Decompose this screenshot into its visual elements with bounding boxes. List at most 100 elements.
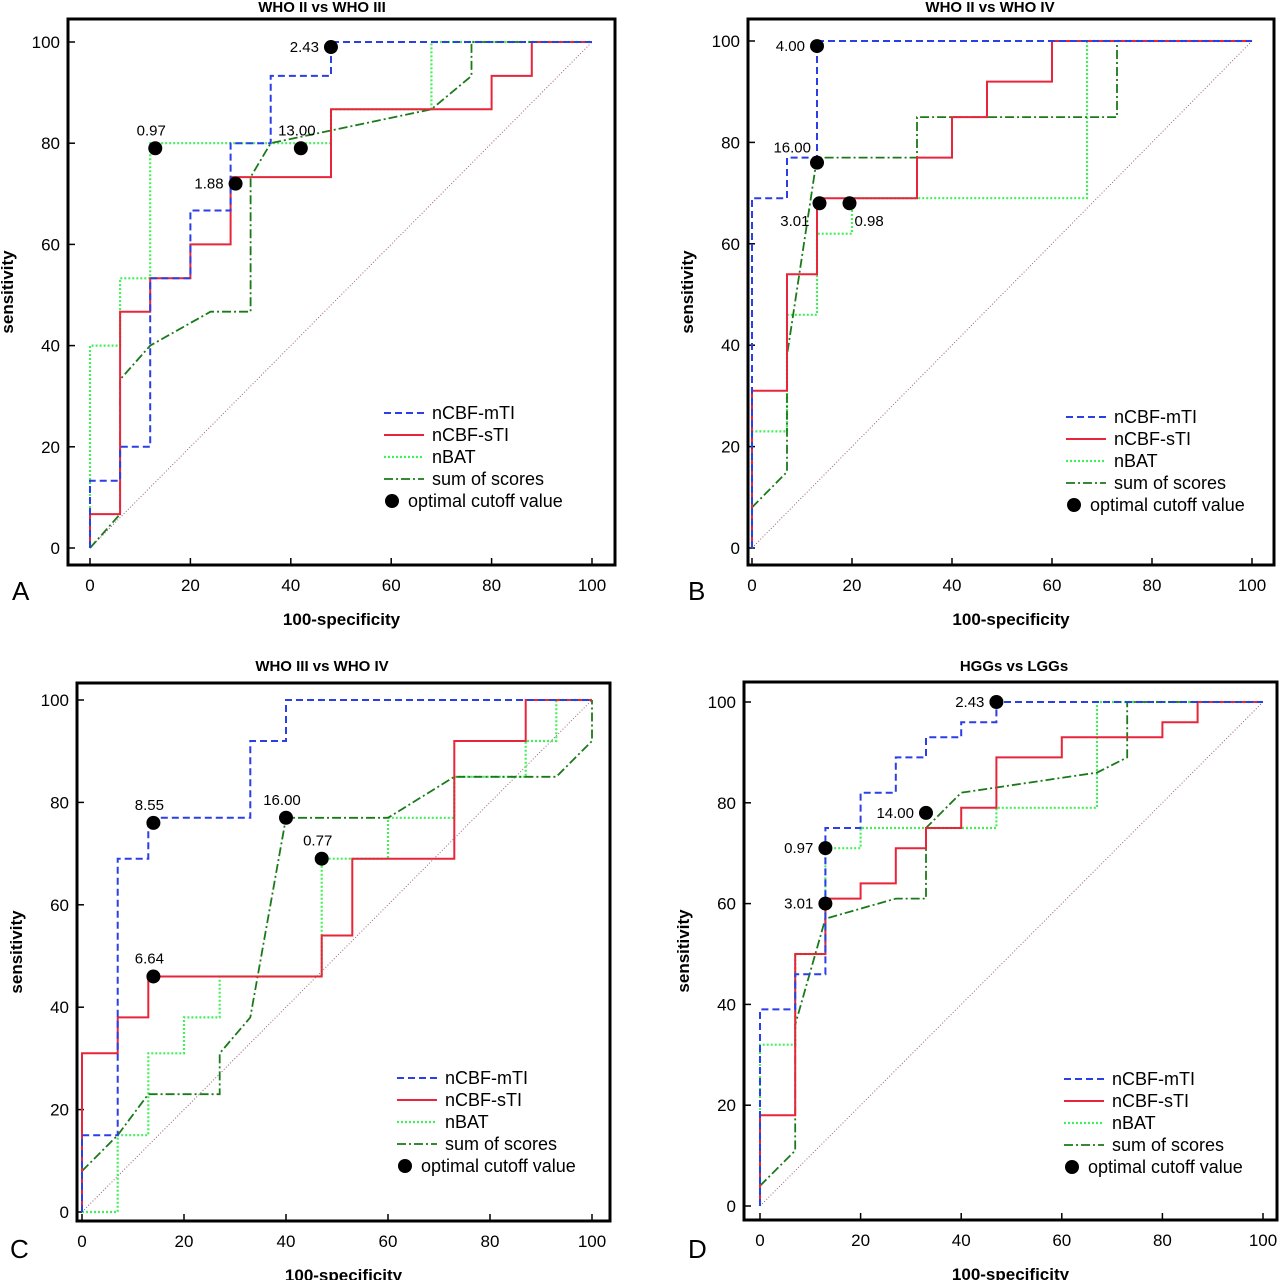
legend-label: nCBF-sTI <box>1114 429 1191 449</box>
cutoff-label: 2.43 <box>290 39 319 56</box>
chart-title: HGGs vs LGGs <box>960 658 1068 675</box>
y-tick-label: 60 <box>41 235 60 254</box>
y-tick-label: 0 <box>51 539 60 558</box>
chart-title: WHO II vs WHO IV <box>925 0 1054 16</box>
y-tick-label: 40 <box>50 998 69 1017</box>
legend-label: sum of scores <box>432 469 544 489</box>
x-tick-label: 0 <box>85 576 94 595</box>
x-tick-label: 100 <box>578 1232 606 1251</box>
x-tick-label: 0 <box>77 1232 86 1251</box>
x-tick-label: 80 <box>1143 576 1162 595</box>
legend-label: nBAT <box>1112 1113 1156 1133</box>
x-tick-label: 60 <box>379 1232 398 1251</box>
cutoff-label: 16.00 <box>263 792 301 809</box>
panel-a: WHO II vs WHO III 0 20 40 60 80 100 0 20 40 60 80 10… <box>0 0 617 629</box>
plot-frame <box>66 17 617 567</box>
y-tick-label: 20 <box>50 1101 69 1120</box>
legend-label: nCBF-sTI <box>432 425 509 445</box>
series-ncbf-mti <box>759 701 1263 1206</box>
x-tick-label: 100 <box>1238 576 1266 595</box>
y-tick-label: 60 <box>717 895 736 914</box>
legend-marker-cutoff <box>1067 498 1081 512</box>
cutoff-label: 14.00 <box>876 805 914 822</box>
series-nbat <box>82 698 592 1214</box>
cutoff-marker <box>818 896 833 911</box>
y-tick-label: 40 <box>717 995 736 1014</box>
x-tick-label: 20 <box>851 1231 870 1250</box>
legend-label: nCBF-sTI <box>1112 1091 1189 1111</box>
cutoff-marker <box>314 851 329 866</box>
y-tick-label: 80 <box>717 794 736 813</box>
x-tick-label: 20 <box>175 1232 194 1251</box>
y-tick-label: 0 <box>60 1203 69 1222</box>
y-axis-label: sensitivity <box>7 910 26 994</box>
cutoff-marker <box>810 39 824 54</box>
panel-d: HGGs vs LGGs 0 20 40 60 80 100 0 20 40 60 80 100 100-… <box>674 658 1279 1280</box>
legend-label: nBAT <box>432 447 476 467</box>
y-tick-label: 100 <box>32 33 60 52</box>
series-ncbf-sti <box>759 701 1263 1206</box>
cutoff-label: 3.01 <box>784 896 813 913</box>
cutoff-marker <box>293 141 308 156</box>
cutoff-marker <box>228 176 243 191</box>
y-tick-label: 80 <box>41 134 60 153</box>
cutoff-marker <box>148 141 163 156</box>
legend-marker-cutoff <box>385 494 399 508</box>
x-tick-label: 60 <box>1043 576 1062 595</box>
cutoff-marker <box>279 810 293 825</box>
panel-b: WHO II vs WHO IV 0 20 40 60 80 100 0 20 40 60 80 100… <box>678 0 1276 629</box>
y-axis-label: sensitivity <box>674 909 693 993</box>
x-axis-label: 100-specificity <box>952 610 1070 629</box>
reference-diagonal <box>759 701 1264 1207</box>
legend-label: sum of scores <box>445 1134 557 1154</box>
y-tick-label: 100 <box>712 32 740 51</box>
legend-label: nBAT <box>445 1112 489 1132</box>
x-axis-label: 100-specificity <box>283 610 401 629</box>
plot-frame <box>75 681 612 1223</box>
y-tick-label: 80 <box>50 793 69 812</box>
y-tick-label: 20 <box>41 438 60 457</box>
legend-marker-cutoff <box>1065 1160 1079 1174</box>
x-tick-label: 40 <box>952 1231 971 1250</box>
x-tick-label: 20 <box>843 576 862 595</box>
cutoff-marker <box>810 155 824 170</box>
cutoff-label: 3.01 <box>780 213 809 230</box>
cutoff-label: 2.43 <box>955 694 984 711</box>
x-tick-label: 60 <box>1052 1231 1071 1250</box>
plot-frame <box>742 680 1279 1222</box>
x-axis-label: 100-specificity <box>952 1265 1070 1280</box>
cutoff-marker <box>818 841 833 856</box>
series-ncbf-sti <box>81 699 592 1212</box>
cutoff-label: 0.98 <box>855 213 884 230</box>
y-tick-label: 80 <box>721 133 740 152</box>
panel-letter: B <box>688 576 705 606</box>
y-tick-label: 100 <box>41 691 69 710</box>
cutoff-marker <box>989 695 1004 709</box>
y-tick-label: 20 <box>717 1096 736 1115</box>
x-axis-label: 100-specificity <box>285 1266 403 1280</box>
legend-label: nCBF-mTI <box>445 1068 528 1088</box>
y-axis-label: sensitivity <box>0 250 17 334</box>
cutoff-marker <box>842 196 857 211</box>
chart-title: WHO II vs WHO III <box>258 0 386 16</box>
legend-label: optimal cutoff value <box>1090 495 1245 515</box>
y-tick-label: 100 <box>708 693 736 712</box>
y-axis-label: sensitivity <box>678 250 697 334</box>
x-tick-label: 80 <box>481 1232 500 1251</box>
chart-title: WHO III vs WHO IV <box>255 658 388 675</box>
cutoff-marker <box>918 805 933 820</box>
reference-diagonal <box>81 699 593 1213</box>
x-tick-label: 40 <box>277 1232 296 1251</box>
cutoff-label: 0.97 <box>784 840 813 857</box>
y-tick-label: 0 <box>727 1197 736 1216</box>
series-sum-of-scores <box>81 700 593 1172</box>
legend-label: nCBF-mTI <box>1114 407 1197 427</box>
cutoff-label: 4.00 <box>776 38 805 55</box>
cutoff-label: 13.00 <box>278 122 316 139</box>
panel-c: WHO III vs WHO IV 0 20 40 60 80 100 0 20 40 60 80 10… <box>7 658 612 1280</box>
x-tick-label: 40 <box>943 576 962 595</box>
x-tick-label: 80 <box>482 576 501 595</box>
